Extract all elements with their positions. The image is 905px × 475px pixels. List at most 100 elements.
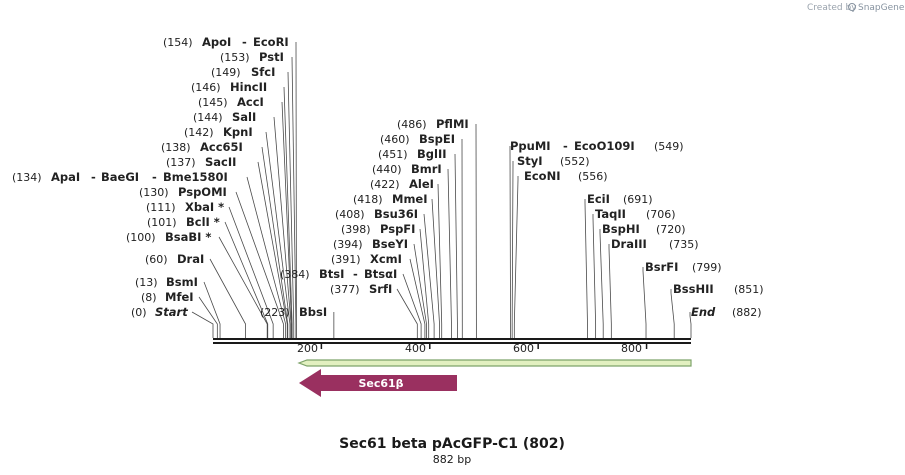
site-pos: (486) [397,118,427,131]
leader-line-end [689,312,692,338]
site-kpni[interactable]: (142) KpnI [184,125,253,139]
site-apai-baegi-bme1580i[interactable]: (134) ApaI - BaeGI - Bme1580I [12,170,228,184]
site-pos: (882) [732,306,762,319]
site-pos: (134) [12,171,42,184]
site-bsabi[interactable]: (100) BsaBI * [126,230,211,244]
tick-label-200: 200 [297,342,318,355]
site-mfei[interactable]: (8) MfeI [141,290,194,304]
site-name: EciI [587,192,610,206]
site-bsshii[interactable]: BssHII (851) [673,282,764,296]
site-ppumi-ecoo109i[interactable]: PpuMI - EcoO109I (549) [510,139,684,153]
site-pos: (398) [341,223,371,236]
site-pos: (418) [353,193,383,206]
site-name: DraI [177,252,204,266]
site-pos: (706) [646,208,676,221]
site-pos: (460) [380,133,410,146]
site-bbsi[interactable]: (223) BbsI [260,305,327,319]
site-pos: (13) [135,276,158,289]
snapgene-logo-icon [848,3,856,11]
site-pspfi[interactable]: (398) PspFI [341,222,415,236]
site-pflmi[interactable]: (486) PflMI [397,117,469,131]
site-leader-lines [191,41,692,338]
tick-label-400: 400 [405,342,426,355]
site-name: SacII [205,155,236,169]
site-pos: (146) [191,81,221,94]
leader-line-alei [437,183,443,338]
site-acc65i[interactable]: (138) Acc65I [161,140,243,154]
site-bspei[interactable]: (460) BspEI [380,132,455,146]
site-bglii[interactable]: (451) BglII [378,147,447,161]
site-name: XcmI [370,252,402,266]
leader-line-bseyi [413,243,427,338]
site-name: BspHI [602,222,640,236]
site-start[interactable]: (0) Start [131,305,188,319]
site-sacii[interactable]: (137) SacII [166,155,236,169]
site-acci[interactable]: (145) AccI [198,95,264,109]
site-styi[interactable]: StyI (552) [517,154,590,168]
site-pos: (223) [260,306,290,319]
leader-line-acc65i [261,146,289,338]
site-psti[interactable]: (153) PstI [220,50,284,64]
sec61b-feature-arrow[interactable] [299,369,457,397]
site-hincii[interactable]: (146) HincII [191,80,267,94]
leader-line-bcli- [224,221,269,338]
site-pos: (556) [578,170,608,183]
site-name: PpuMI [510,139,551,153]
leader-line-bsrfi [642,267,647,338]
site-name: ApaI [51,170,80,184]
site-name: DraIII [611,237,647,251]
site-srfi[interactable]: (377) SrfI [330,282,392,296]
map-title: Sec61 beta pAcGFP-C1 (802) [339,436,565,452]
site-name: BglII [417,147,447,161]
site-name: TaqII [595,207,626,221]
site-pos: (130) [139,186,169,199]
site-bsrfi[interactable]: BsrFI (799) [645,260,722,274]
site-mmei[interactable]: (418) MmeI [353,192,428,206]
site-xcmi[interactable]: (391) XcmI [331,252,402,266]
site-pos: (377) [330,283,360,296]
site-sfci[interactable]: (149) SfcI [211,65,275,79]
site-psppomi[interactable]: (130) PspOMI [139,185,227,199]
leader-line-ppumi [509,146,511,338]
site-draiii[interactable]: DraIII (735) [611,237,699,251]
site-ecii[interactable]: EciI (691) [587,192,653,206]
leader-line-taqii [592,214,597,338]
site-pos: (101) [147,216,177,229]
site-pos: (394) [333,238,363,251]
site-name: Acc65I [200,140,243,154]
site-pos: (691) [623,193,653,206]
gfp-feature-arrow[interactable] [297,359,692,367]
site-bmri[interactable]: (440) BmrI [372,162,442,176]
leader-line-bmri [447,168,452,338]
leader-line-ecii [584,199,588,338]
site-name: ApoI [202,35,231,49]
site-bcli[interactable]: (101) BclI * [147,215,220,229]
site-alei[interactable]: (422) AleI [370,177,434,191]
site-bseyi[interactable]: (394) BseYI [333,237,408,251]
leader-line-psti [291,56,297,338]
leader-line-bsmi [203,281,221,338]
leader-line-drai [209,258,246,338]
site-sali[interactable]: (144) SalI [193,110,256,124]
site-econi[interactable]: EcoNI (556) [524,169,608,183]
site-partner: BtsαI [364,267,397,281]
site-pos: (149) [211,66,241,79]
site-partner: BaeGI [101,170,139,184]
site-apoi-ecori[interactable]: (154) ApoI - EcoRI [163,35,289,49]
tick-label-800: 800 [621,342,642,355]
site-pos: (137) [166,156,196,169]
leader-line-bsshii [670,289,675,338]
site-btsi-btsai[interactable]: (384) BtsI - BtsαI [280,267,397,281]
site-pos: (100) [126,231,156,244]
site-bsphi[interactable]: BspHI (720) [602,222,686,236]
leader-line-sfci [287,71,295,338]
site-separator: - [91,170,96,184]
site-bsmi[interactable]: (13) BsmI [135,275,198,289]
site-xbai[interactable]: (111) XbaI * [146,200,224,214]
leader-line-btsi [402,273,422,338]
site-pos: (451) [378,148,408,161]
site-bsu36i[interactable]: (408) Bsu36I [335,207,418,221]
site-drai[interactable]: (60) DraI [145,252,204,266]
site-taqii[interactable]: TaqII (706) [595,207,676,221]
site-end[interactable]: End (882) [691,305,762,319]
